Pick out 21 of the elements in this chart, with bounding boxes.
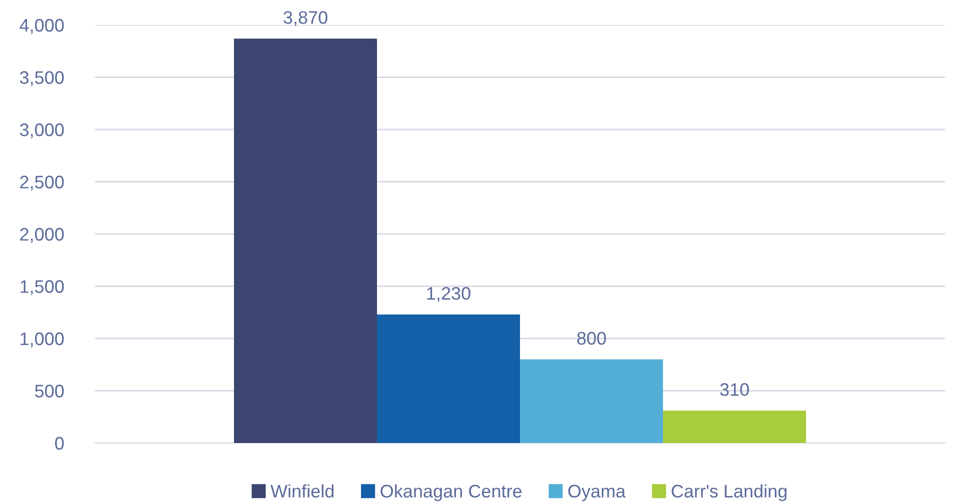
y-tick-label: 2,000 xyxy=(20,228,64,243)
y-tick-label: 0 xyxy=(55,436,64,450)
data-label: 800 xyxy=(577,332,606,345)
data-label: 3,870 xyxy=(284,11,328,26)
y-tick-label: 1,500 xyxy=(20,280,64,296)
bar xyxy=(520,359,664,443)
bar xyxy=(663,410,806,443)
data-label: 1,230 xyxy=(427,287,470,302)
legend-label: Winfield xyxy=(270,484,334,498)
y-tick-label: 500 xyxy=(35,384,64,398)
y-tick-label: 4,000 xyxy=(20,18,64,34)
bar xyxy=(234,38,377,443)
y-tick-label: 3,500 xyxy=(20,71,64,86)
data-label: 310 xyxy=(720,383,749,396)
legend-label: Carr's Landing xyxy=(672,484,786,502)
y-tick-label: 3,000 xyxy=(20,123,64,138)
legend-label: Oyama xyxy=(568,484,626,502)
y-tick-label: 1,000 xyxy=(20,332,64,348)
y-tick-label: 2,500 xyxy=(20,176,64,191)
legend-label: Okanagan Centre xyxy=(380,484,522,502)
bar xyxy=(376,314,520,443)
